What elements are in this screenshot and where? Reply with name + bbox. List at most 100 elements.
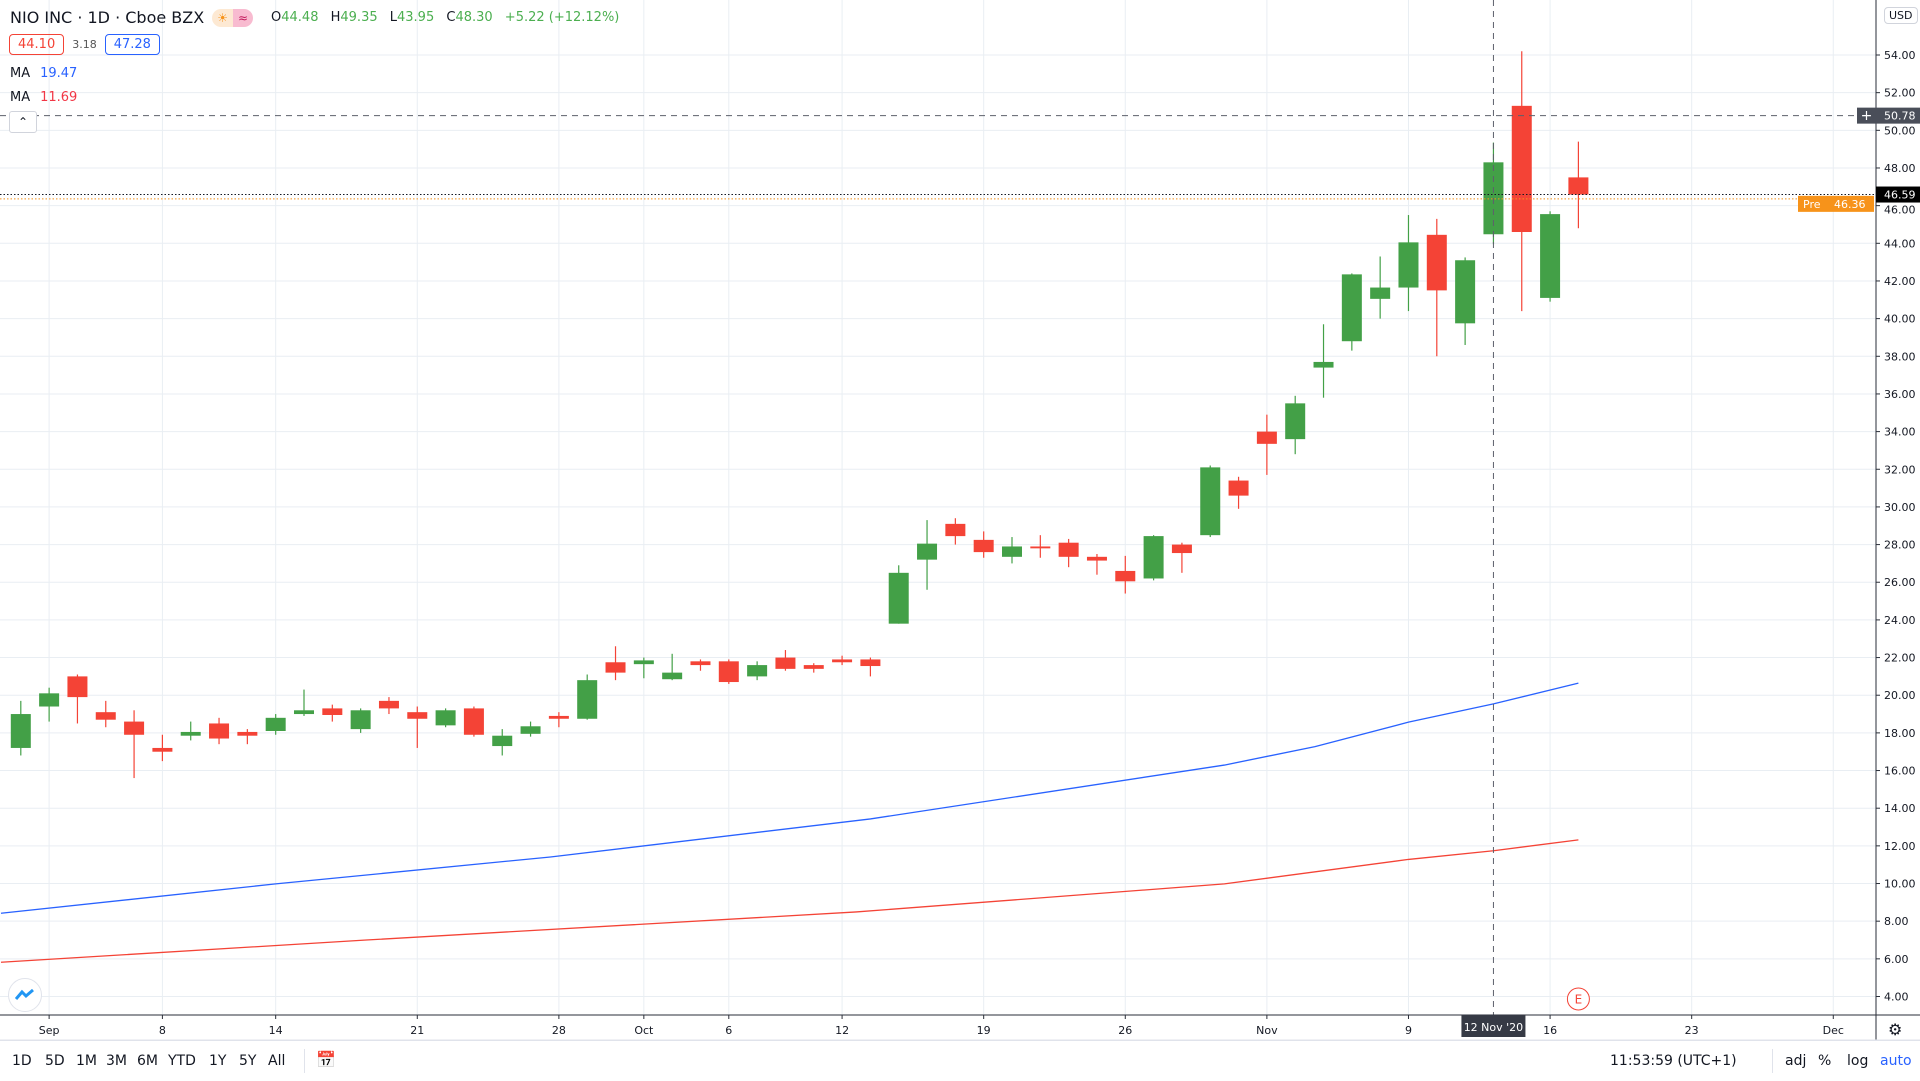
pre-market-tag: Pre: [1803, 198, 1821, 211]
candle-body[interactable]: [520, 726, 541, 734]
candle-body[interactable]: [803, 665, 824, 669]
candle-body[interactable]: [1171, 544, 1192, 554]
candle-body[interactable]: [152, 747, 173, 752]
range-all[interactable]: All: [268, 1053, 286, 1069]
candle-body[interactable]: [945, 523, 966, 537]
price-tick-label: 54.00: [1884, 49, 1916, 62]
candle-body[interactable]: [407, 712, 428, 719]
change: +5.22 (+12.12%): [504, 10, 620, 25]
range-ytd[interactable]: YTD: [168, 1053, 196, 1069]
candle-body[interactable]: [1086, 556, 1107, 561]
approx-icon: ≈: [232, 8, 254, 27]
candle-body[interactable]: [95, 712, 116, 720]
toggle-percent[interactable]: %: [1818, 1053, 1832, 1069]
candle-body[interactable]: [67, 676, 88, 698]
candle-body[interactable]: [917, 543, 938, 560]
goto-date-icon[interactable]: 📅: [316, 1050, 336, 1069]
tradingview-logo-icon[interactable]: [8, 978, 42, 1012]
toggle-adj[interactable]: adj: [1785, 1053, 1807, 1069]
price-tick-label: 40.00: [1884, 313, 1916, 326]
market-status[interactable]: ☀ ≈: [212, 8, 254, 27]
range-1d[interactable]: 1D: [12, 1053, 32, 1069]
candle-body[interactable]: [350, 710, 371, 730]
candle-body[interactable]: [180, 731, 201, 736]
candle-body[interactable]: [322, 708, 343, 715]
candle-body[interactable]: [1285, 403, 1306, 440]
candle-body[interactable]: [973, 539, 994, 553]
candle-body[interactable]: [265, 717, 286, 731]
clock[interactable]: 11:53:59 (UTC+1): [1610, 1053, 1737, 1069]
candle-body[interactable]: [1426, 234, 1447, 291]
range-3m[interactable]: 3M: [106, 1053, 127, 1069]
buy-button[interactable]: 47.28: [104, 34, 160, 55]
candle-body[interactable]: [435, 710, 456, 726]
toggle-auto[interactable]: auto: [1880, 1053, 1912, 1069]
candle-body[interactable]: [1313, 361, 1334, 368]
price-tick-label: 28.00: [1884, 539, 1916, 552]
candle-body[interactable]: [209, 723, 230, 739]
time-tick-label: Nov: [1256, 1024, 1278, 1037]
candle-body[interactable]: [124, 721, 145, 735]
ma-indicator-2[interactable]: MA 11.69: [10, 90, 77, 105]
candle-body[interactable]: [1200, 467, 1221, 536]
ohlc-values: O44.48 H49.35 L43.95 C48.30 +5.22 (+12.1…: [271, 10, 627, 25]
time-tick-label: 16: [1543, 1024, 1557, 1037]
sell-button[interactable]: 44.10: [9, 34, 65, 55]
candle-body[interactable]: [492, 735, 513, 747]
settings-gear-icon[interactable]: ⚙: [1888, 1020, 1903, 1039]
currency-button[interactable]: USD: [1884, 7, 1918, 24]
ma-label: MA: [10, 66, 31, 81]
candle-body[interactable]: [1115, 570, 1136, 582]
range-1m[interactable]: 1M: [76, 1053, 97, 1069]
candle-body[interactable]: [718, 661, 739, 683]
range-5d[interactable]: 5D: [45, 1053, 65, 1069]
candle-body[interactable]: [690, 661, 711, 666]
candle-body[interactable]: [1228, 480, 1249, 496]
candle-body[interactable]: [1511, 105, 1532, 233]
divider: [1772, 1049, 1773, 1073]
candle-body[interactable]: [39, 693, 60, 707]
candle-body[interactable]: [1256, 431, 1277, 444]
ma-value: 11.69: [40, 90, 78, 105]
candle-body[interactable]: [1370, 287, 1391, 299]
symbol-title[interactable]: NIO INC · 1D · Cboe BZX: [10, 8, 205, 27]
candle-body[interactable]: [1568, 177, 1589, 195]
add-alert-button[interactable]: [1857, 107, 1876, 124]
candle-body[interactable]: [1455, 260, 1476, 324]
divider: [304, 1049, 305, 1073]
price-axis[interactable]: [1876, 0, 1920, 1015]
candle-body[interactable]: [1030, 546, 1051, 549]
open-label: O: [271, 10, 282, 25]
candle-body[interactable]: [775, 657, 796, 669]
price-tick-label: 50.00: [1884, 125, 1916, 138]
candle-body[interactable]: [378, 700, 399, 709]
candle-body[interactable]: [1540, 214, 1561, 298]
candle-body[interactable]: [888, 572, 909, 624]
candle-body[interactable]: [463, 708, 484, 735]
candle-body[interactable]: [1341, 274, 1362, 342]
toggle-log[interactable]: log: [1847, 1053, 1869, 1069]
candle-body[interactable]: [1002, 546, 1022, 557]
range-6m[interactable]: 6M: [137, 1053, 158, 1069]
time-tick-label: Oct: [634, 1024, 654, 1037]
candle-body[interactable]: [1058, 542, 1079, 557]
candle-body[interactable]: [1143, 536, 1164, 579]
candle-body[interactable]: [10, 714, 31, 748]
candle-body[interactable]: [294, 710, 314, 715]
candle-body[interactable]: [605, 662, 626, 673]
candle-body[interactable]: [860, 659, 881, 667]
candle-body[interactable]: [237, 731, 258, 736]
range-5y[interactable]: 5Y: [239, 1053, 257, 1069]
price-chart[interactable]: E 4.00 6.00 8.00 10.00 12.00 14.00 16.00 18.00 20…: [0, 0, 1920, 1040]
candle-body[interactable]: [747, 665, 768, 677]
candle-body[interactable]: [633, 660, 654, 665]
ma-indicator-1[interactable]: MA 19.47: [10, 66, 77, 81]
candle-body[interactable]: [832, 659, 853, 663]
range-1y[interactable]: 1Y: [209, 1053, 227, 1069]
collapse-legend-button[interactable]: ⌃: [9, 111, 37, 133]
candle-body[interactable]: [577, 680, 598, 719]
candle-body[interactable]: [1398, 242, 1419, 288]
candle-body[interactable]: [548, 715, 569, 719]
candle-body[interactable]: [662, 672, 683, 680]
earnings-marker[interactable]: [1566, 987, 1590, 1011]
